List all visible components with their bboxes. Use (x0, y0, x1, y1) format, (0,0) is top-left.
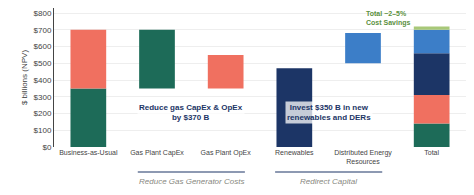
svg-text:$800: $800 (34, 9, 52, 18)
svg-text:$300: $300 (34, 93, 52, 102)
svg-text:Business-as-Usual: Business-as-Usual (59, 149, 118, 156)
svg-text:$400: $400 (34, 76, 52, 85)
svg-text:$700: $700 (34, 26, 52, 35)
svg-text:$0: $0 (42, 143, 51, 152)
svg-text:$ billions (NPV): $ billions (NPV) (20, 50, 29, 105)
svg-text:Gas Plant CapEx: Gas Plant CapEx (130, 149, 184, 157)
svg-text:Reduce gas CapEx & OpExby $370: Reduce gas CapEx & OpExby $370 B (139, 103, 243, 122)
svg-text:$100: $100 (34, 126, 52, 135)
svg-text:Gas Plant OpEx: Gas Plant OpEx (201, 149, 252, 157)
svg-text:Reduce Gas Generator Costs: Reduce Gas Generator Costs (139, 177, 244, 186)
svg-text:Renewables: Renewables (275, 149, 314, 156)
svg-text:$500: $500 (34, 59, 52, 68)
svg-text:$600: $600 (34, 42, 52, 51)
svg-text:Total ~2–5%Cost Savings: Total ~2–5%Cost Savings (366, 10, 410, 27)
svg-text:Total: Total (424, 149, 439, 156)
svg-text:Redirect Capital: Redirect Capital (300, 177, 357, 186)
svg-text:Distributed EnergyResources: Distributed EnergyResources (334, 149, 392, 165)
svg-text:Invest $350 B in newrenewables: Invest $350 B in newrenewables and DERs (287, 103, 371, 122)
svg-text:$200: $200 (34, 109, 52, 118)
